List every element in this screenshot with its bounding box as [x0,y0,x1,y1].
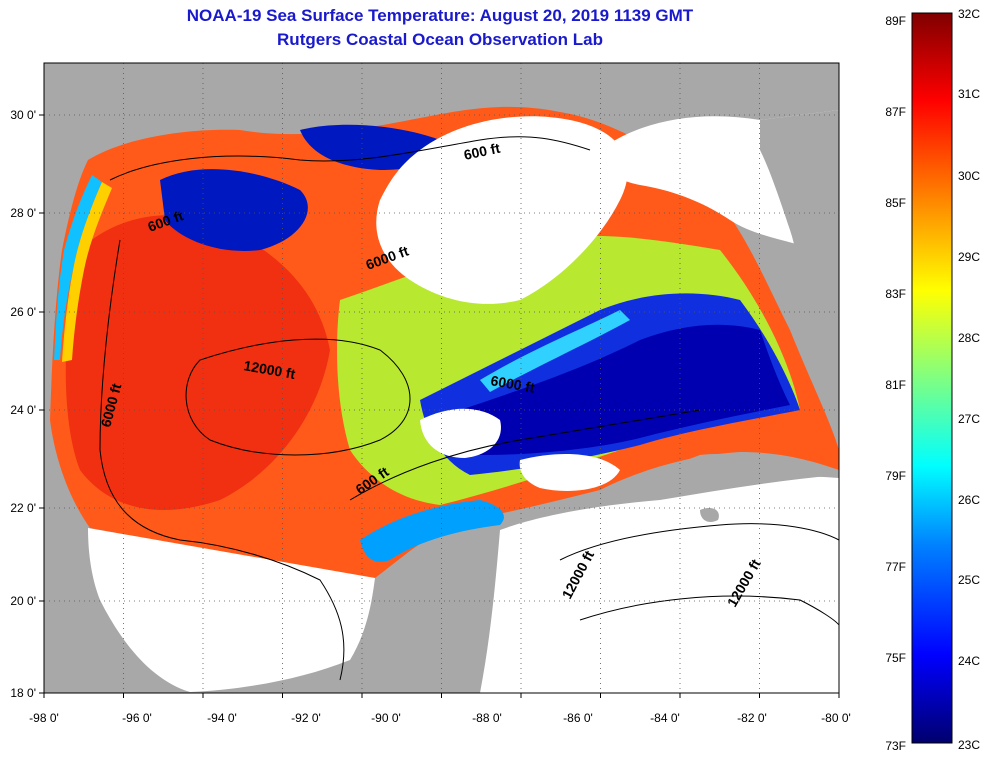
cuba-land [600,452,839,505]
cloud-center [420,408,501,458]
lon-tick-label: -96 0' [122,711,152,725]
north-cool-blob [160,169,308,251]
colorbar-f-label: 81F [885,378,906,392]
colorbar-c-label: 28C [958,331,980,345]
colorbar-c-label: 27C [958,412,980,426]
isobath-label: 6000 ft [489,372,536,396]
cloud-north [376,116,628,304]
coastal-yellow-strip [62,182,112,362]
lon-tick-label: -82 0' [737,711,767,725]
map-subtitle: Rutgers Coastal Ocean Observation Lab [277,30,603,49]
colorbar-f-label: 87F [885,105,906,119]
colorbar-c-label: 29C [958,250,980,264]
lon-tick-label: -80 0' [821,711,851,725]
isobath-label: 600 ft [462,140,501,163]
colorbar-f-label: 83F [885,287,906,301]
isle-youth [700,508,719,522]
graticule [44,63,839,693]
lon-tick-label: -90 0' [371,711,401,725]
cloud-south-east [519,454,620,491]
lat-tick-label: 28 0' [10,206,36,220]
yucatan-upwelling [360,500,504,562]
colorbar [911,12,953,744]
lon-tick-label: -98 0' [29,711,59,725]
lon-tick-label: -84 0' [650,711,680,725]
lat-tick-label: 24 0' [10,403,36,417]
colorbar-c-label: 26C [958,493,980,507]
lon-tick-label: -92 0' [291,711,321,725]
caribbean-white [480,475,839,693]
lat-tick-label: 22 0' [10,501,36,515]
yucatan-white [88,528,375,692]
colorbar-c-label: 25C [958,573,980,587]
lon-tick-label: -86 0' [563,711,593,725]
isobath-600-south [349,409,701,501]
lat-tick-label: 18 0' [10,686,36,700]
cyan-streak [480,310,630,392]
isobath-6000 [99,239,345,681]
lat-tick-label: 26 0' [10,305,36,319]
axis-ticks [39,114,840,698]
lat-tick-label: 20 0' [10,594,36,608]
lon-tick-label: -94 0' [207,711,237,725]
isobath-12000 [185,338,411,456]
colorbar-f-label: 85F [885,196,906,210]
lon-tick-label: -88 0' [472,711,502,725]
north-cool-blob-2 [300,124,442,170]
isobath-600 [109,136,591,181]
coastal-cool-strip [54,175,102,360]
lat-tick-label: 30 0' [10,108,36,122]
cool-band-core [460,324,790,455]
colorbar-f-label: 75F [885,651,906,665]
colorbar-c-label: 24C [958,654,980,668]
colorbar-c-label: 23C [958,738,980,752]
colorbar-f-label: 77F [885,560,906,574]
colorbar-c-label: 31C [958,87,980,101]
colorbar-f-label: 79F [885,469,906,483]
colorbar-c-label: 32C [958,7,980,21]
florida-land [760,110,839,324]
colorbar-f-label: 73F [885,739,906,753]
isobath-caribbean [559,523,839,626]
colorbar-f-label: 89F [885,14,906,28]
colorbar-c-label: 30C [958,169,980,183]
map-title: NOAA-19 Sea Surface Temperature: August … [186,6,694,25]
